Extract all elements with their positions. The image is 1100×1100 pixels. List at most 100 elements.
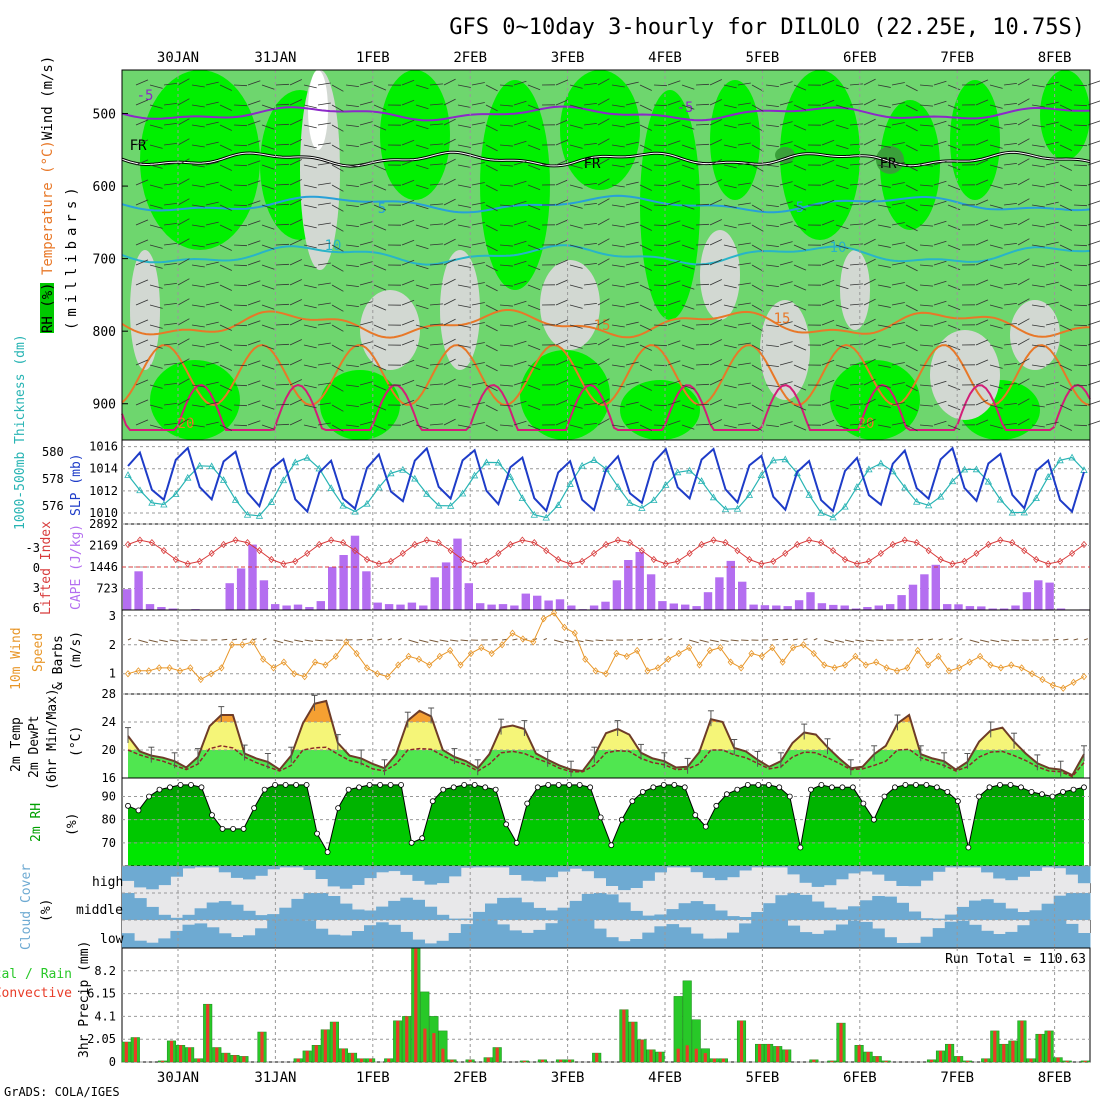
wind-barb (779, 381, 793, 386)
wind-barb (415, 184, 429, 190)
date-label-bottom: 2FEB (453, 1070, 487, 1086)
wind-marker (166, 664, 173, 672)
wind-barb (751, 284, 764, 292)
cloud-bar (521, 902, 534, 920)
wind-barb (1017, 318, 1030, 326)
wind-barb (205, 201, 219, 206)
cloud-bar (1005, 866, 1018, 881)
precip-convective-bar (224, 1053, 228, 1062)
wind-barb (793, 424, 807, 431)
thickness-axis-label: 1000-500mb Thickness (dm) (13, 334, 28, 530)
wind-barb (1073, 84, 1088, 87)
cape-tick-label: 2892 (89, 517, 118, 531)
wind-barb (233, 184, 248, 187)
wind-barb (513, 300, 527, 306)
cloud-bar (255, 866, 268, 876)
rh-marker (503, 821, 510, 828)
wind-barb (415, 424, 429, 430)
wind-barb (583, 103, 597, 106)
wind-barb (653, 384, 668, 387)
rh-marker (356, 784, 363, 791)
wind-barb (450, 639, 459, 642)
wind-barb (709, 639, 719, 643)
wind-barb (1003, 423, 1017, 426)
wind-barb (555, 199, 569, 206)
wind-barb (415, 144, 429, 150)
wind-barb (191, 264, 205, 268)
wind-barb (989, 184, 1003, 189)
wind-barb (555, 119, 569, 126)
wind-marker (997, 664, 1004, 672)
wind-barb (779, 141, 793, 146)
rh-marker (555, 782, 562, 788)
precip-convective-bar (396, 1020, 400, 1062)
cape-bar (1022, 592, 1032, 610)
wind-barb (1017, 218, 1030, 226)
rh-marker (797, 844, 804, 851)
wind-barb (457, 284, 471, 288)
wind-barb (191, 84, 205, 88)
rh2m-units: (%) (65, 813, 80, 836)
wind-barb (331, 224, 344, 232)
wind-barb (681, 184, 695, 190)
wind-barb (1003, 103, 1017, 106)
wind-barb (457, 344, 471, 348)
wind-barb (975, 99, 989, 106)
rh-marker (408, 839, 415, 846)
thickness-marker (650, 496, 658, 504)
cloud-bar (1017, 912, 1030, 920)
wind-barb (569, 284, 583, 289)
precip-tick-label: 6.15 (87, 987, 116, 1001)
wind-barb (597, 158, 610, 166)
li-tick-label: 3 (33, 581, 40, 595)
wind-barb (933, 180, 947, 186)
wind-barb (275, 423, 290, 426)
wind-barb (1045, 301, 1059, 306)
li-marker (877, 549, 884, 557)
wind-barb (611, 384, 625, 388)
wind-barb (415, 244, 429, 250)
cape-bar (726, 560, 735, 610)
cloud-bar (218, 933, 232, 948)
cape-bar (589, 605, 599, 610)
wind-barb (699, 639, 709, 643)
wind-barb (611, 124, 625, 128)
cloud-bar (908, 866, 922, 887)
wind-barb (331, 364, 344, 372)
wind-barb (1045, 141, 1059, 146)
wind-barb (247, 240, 261, 246)
cape-bar (305, 607, 314, 610)
wind-barb (261, 104, 275, 110)
li-marker (1021, 547, 1028, 555)
wind-barb (499, 164, 514, 167)
thickness-marker (506, 473, 515, 480)
wind-barb (457, 124, 471, 128)
wind-barb (835, 284, 849, 290)
wind-barb (765, 384, 779, 387)
wind-barb (317, 262, 331, 266)
wind-barb (1059, 244, 1072, 251)
wind-barb (527, 124, 541, 131)
wind-barb (905, 164, 918, 172)
wind-barb (1059, 164, 1072, 171)
wind-barb (668, 638, 673, 641)
precip-tick-label: 8.2 (94, 964, 116, 978)
wind-barb (835, 264, 849, 270)
rh-marker (997, 782, 1003, 788)
wind-barb (681, 84, 695, 90)
wind-barb (611, 164, 625, 168)
wind-barb (373, 384, 387, 391)
li-marker (399, 549, 406, 557)
cloud-bar (714, 866, 728, 881)
wind-barb (415, 384, 429, 390)
rh-marker (1039, 791, 1045, 798)
wind-barb (653, 344, 668, 347)
wind-barb (149, 244, 163, 249)
wind-barb (751, 104, 764, 112)
cloud-bar (848, 906, 861, 920)
contour-label: 15 (594, 318, 611, 334)
precip-convective-bar (441, 1048, 445, 1062)
cloud-bar (630, 866, 643, 888)
wind-tick-label: 2 (109, 638, 116, 652)
